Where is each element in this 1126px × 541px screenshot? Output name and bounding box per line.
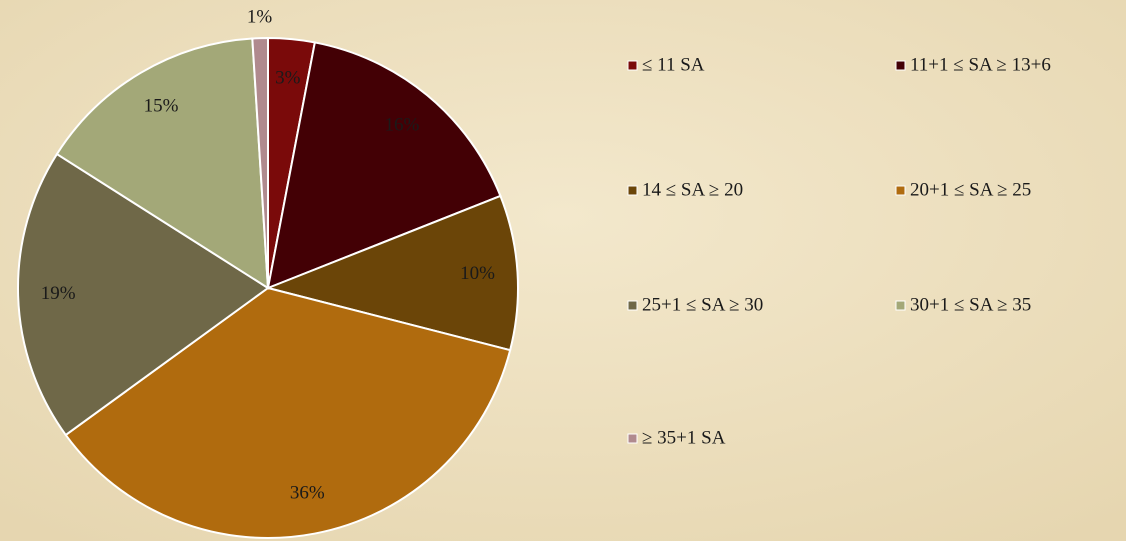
data-label: 15% — [144, 96, 179, 117]
legend-label: 14 ≤ SA ≥ 20 — [642, 179, 743, 200]
legend-swatch — [895, 300, 906, 311]
legend-swatch — [627, 60, 638, 71]
pie-slice — [251, 36, 269, 289]
legend-label: ≤ 11 SA — [642, 54, 705, 75]
legend-swatch — [895, 185, 906, 196]
legend-swatch — [627, 300, 638, 311]
data-label: 1% — [247, 6, 273, 27]
pie-slice — [264, 194, 519, 352]
pie-slice — [266, 41, 502, 290]
legend-label: 20+1 ≤ SA ≥ 25 — [910, 179, 1031, 200]
pie-slice — [64, 286, 512, 539]
legend-label: 25+1 ≤ SA ≥ 30 — [642, 294, 763, 315]
data-label: 10% — [460, 263, 495, 284]
legend-label: 30+1 ≤ SA ≥ 35 — [910, 294, 1031, 315]
legend-swatch — [627, 433, 638, 444]
legend-swatch — [895, 60, 906, 71]
pie-slice — [17, 152, 270, 437]
legend-label: ≥ 35+1 SA — [642, 427, 726, 448]
data-label: 3% — [275, 67, 301, 88]
data-label: 19% — [41, 283, 76, 304]
legend-swatch — [627, 185, 638, 196]
pie-slice — [55, 37, 270, 290]
data-label: 36% — [290, 483, 325, 504]
data-label: 16% — [384, 115, 419, 136]
legend-label: 11+1 ≤ SA ≥ 13+6 — [910, 54, 1051, 75]
